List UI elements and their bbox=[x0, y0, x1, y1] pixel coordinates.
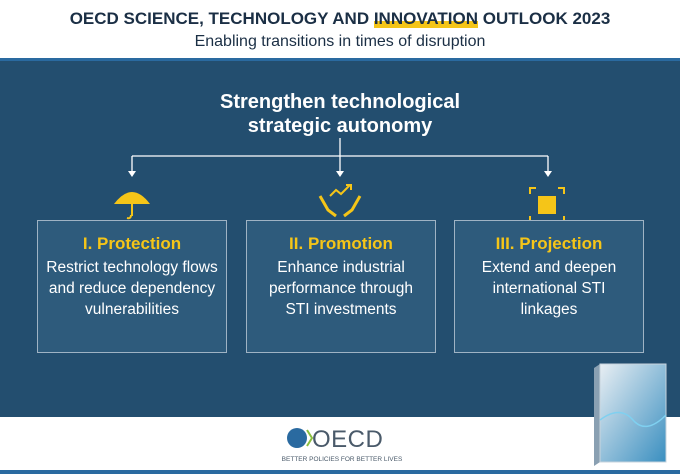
pillar-text: Extend and deepen international STI link… bbox=[481, 259, 617, 318]
hands-icon bbox=[318, 184, 362, 218]
pillar-box: III. Projection Extend and deepen interna… bbox=[454, 220, 644, 353]
logo-text: OECD bbox=[312, 426, 384, 453]
title-part: OECD SCIENCE, TECHNOLOGY AND bbox=[69, 9, 374, 28]
pillar-text: Restrict technology flows and reduce dep… bbox=[46, 259, 218, 318]
bottom-rule bbox=[0, 470, 680, 474]
connectors bbox=[131, 138, 549, 172]
pillar-title: I. Protection bbox=[82, 234, 182, 253]
arrowheads bbox=[128, 171, 552, 177]
pillar-box: I. Protection Restrict technology flows a… bbox=[37, 220, 227, 353]
pillar-text: Enhance industrial performance through S… bbox=[269, 259, 413, 318]
title-part: OUTLOOK 2023 bbox=[478, 9, 611, 28]
subtitle: Enabling transitions in times of disrupt… bbox=[194, 33, 486, 50]
title-highlight: INNOVATION bbox=[373, 9, 479, 28]
pillar-title: II. Promotion bbox=[289, 234, 393, 253]
heading: Strengthen technological strategic autono… bbox=[0, 90, 680, 138]
heading-line: Strengthen technological bbox=[219, 91, 461, 113]
report-cover bbox=[594, 363, 667, 466]
tagline: BETTER POLICIES FOR BETTER LIVES bbox=[281, 456, 403, 463]
heading-line: strategic autonomy bbox=[247, 115, 433, 137]
oecd-globe bbox=[287, 428, 314, 448]
pillar-title: III. Projection bbox=[495, 234, 603, 253]
pillar-box: II. Promotion Enhance industrial performa… bbox=[246, 220, 436, 353]
title: OECD SCIENCE, TECHNOLOGY AND INNOVATION … bbox=[0, 9, 680, 29]
umbrella-icon bbox=[114, 192, 150, 220]
expand-icon bbox=[529, 187, 565, 223]
